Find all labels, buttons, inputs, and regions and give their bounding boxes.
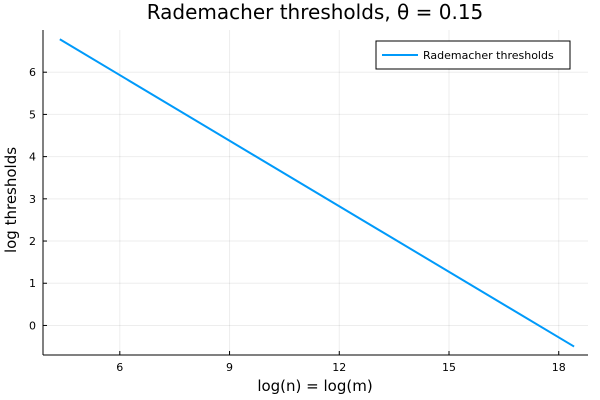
series: [59, 38, 575, 348]
y-axis-label: log thresholds: [2, 147, 20, 253]
y-tick-label: 2: [29, 235, 36, 248]
y-tick-label: 3: [29, 193, 36, 206]
series-line: [59, 38, 575, 348]
y-tick-label: 4: [29, 151, 36, 164]
legend-entry-rademacher-thresholds: Rademacher thresholds: [423, 49, 554, 62]
grid: [43, 30, 588, 355]
axes: [42, 30, 588, 356]
x-tick-label: 18: [552, 361, 566, 374]
y-tick-label: 5: [29, 108, 36, 121]
x-tick-label: 9: [226, 361, 233, 374]
x-axis-label: log(n) = log(m): [257, 377, 372, 395]
chart-title: Rademacher thresholds, θ = 0.15: [147, 0, 484, 24]
y-tick-label: 0: [29, 319, 36, 332]
y-tick-label: 6: [29, 66, 36, 79]
x-tick-label: 6: [116, 361, 123, 374]
y-tick-label: 1: [29, 277, 36, 290]
x-tick-label: 15: [442, 361, 456, 374]
x-tick-label: 12: [332, 361, 346, 374]
legend: Rademacher thresholds: [375, 40, 571, 70]
